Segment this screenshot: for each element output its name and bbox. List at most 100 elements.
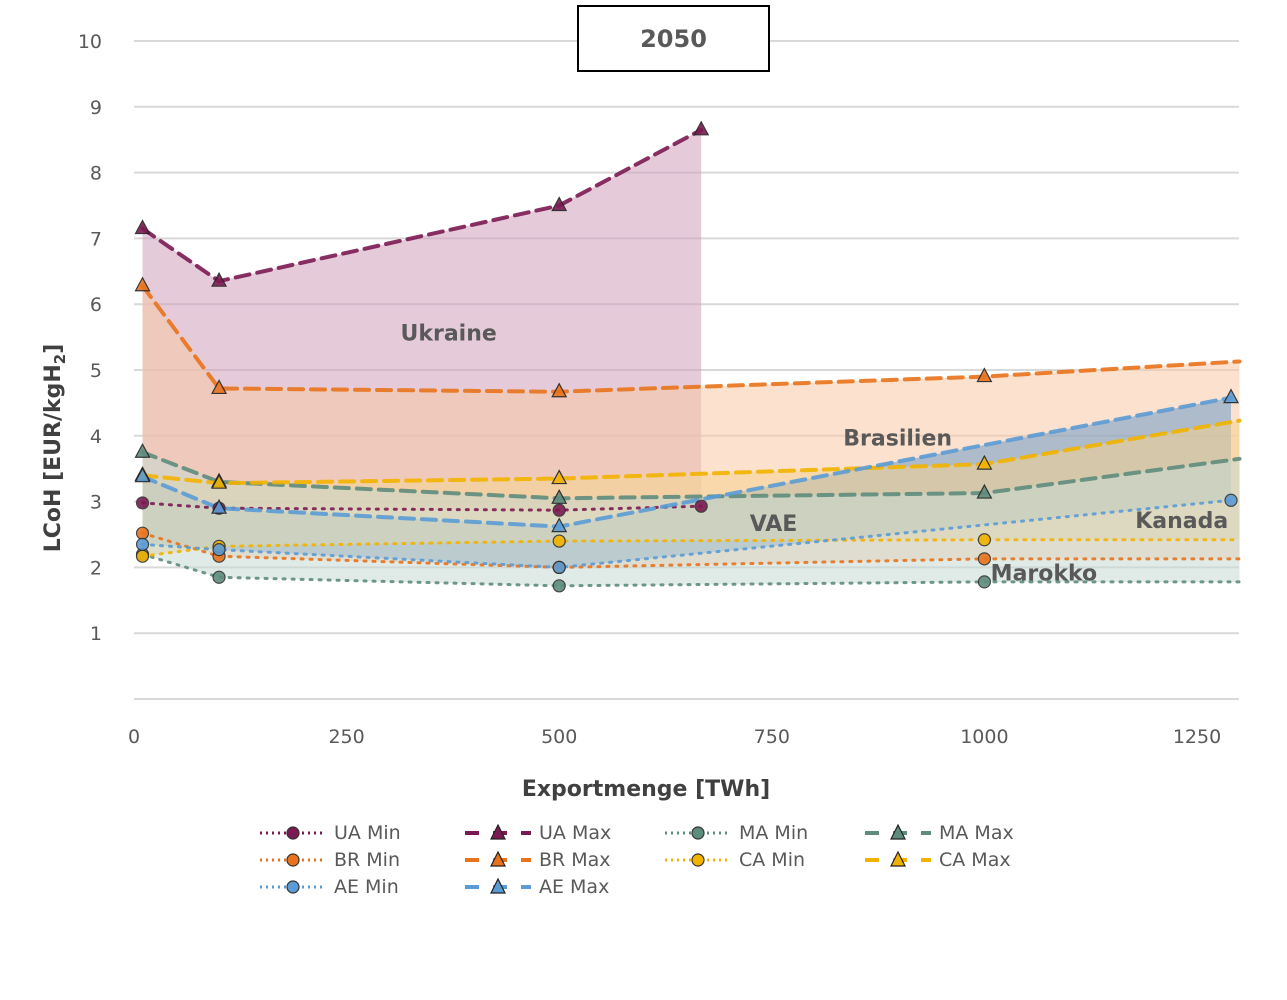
- marker-br-max: [551, 382, 568, 398]
- region-label-brasilien: Brasilien: [843, 427, 952, 452]
- series-line-ua-min: [141, 501, 703, 512]
- y-tick-label: 5: [90, 360, 102, 382]
- x-axis-title: Exportmenge [TWh]: [522, 777, 770, 802]
- x-tick-label: 1000: [960, 726, 1008, 748]
- x-tick-label: 250: [328, 726, 364, 748]
- legend-circle-line-icon: [260, 880, 326, 894]
- region-label-kanada: Kanada: [1135, 509, 1228, 534]
- marker-ae-max: [551, 517, 568, 533]
- marker-br-max: [134, 276, 151, 292]
- y-tick-label: 3: [90, 492, 102, 514]
- marker-ua-max: [211, 271, 228, 287]
- y-tick-label: 2: [90, 557, 102, 579]
- y-tick-label: 10: [78, 31, 102, 53]
- legend-label: UA Min: [334, 822, 401, 844]
- marker-br-max: [976, 367, 993, 383]
- series-line-ae-max: [140, 395, 1234, 529]
- band-fills: [142, 129, 1240, 586]
- marker-ca-max: [211, 473, 228, 489]
- y-tick-label: 4: [90, 426, 102, 448]
- y-tick-label: 9: [90, 97, 102, 119]
- chart-title: 2050: [577, 5, 770, 72]
- marker-ua-min: [694, 499, 708, 513]
- marker-ae-min: [1224, 493, 1238, 507]
- series-line-ma-min: [141, 552, 1242, 588]
- legend-item: UA Max: [463, 820, 611, 846]
- legend-item: BR Max: [463, 847, 611, 873]
- legend-circle-line-icon: [665, 826, 731, 840]
- marker-ae-max: [134, 467, 151, 483]
- series-markers: [134, 120, 1240, 593]
- region-label-vae: VAE: [750, 512, 798, 537]
- legend-triangle-line-icon: [865, 823, 931, 840]
- marker-ca-max: [551, 469, 568, 485]
- y-tick-label: 8: [90, 163, 102, 185]
- marker-ma-min: [212, 570, 226, 584]
- marker-ma-min: [977, 575, 992, 589]
- y-axis-title-main: LCoH [EUR/kgH: [41, 364, 66, 552]
- legend-label: AE Min: [334, 876, 399, 898]
- y-tick-label: 7: [90, 228, 102, 250]
- legend-item: AE Min: [258, 874, 399, 900]
- marker-ua-min: [552, 503, 566, 517]
- x-tick-label: 750: [754, 726, 790, 748]
- legend-item: AE Max: [463, 874, 609, 900]
- x-tick-label: 0: [128, 726, 140, 748]
- y-tick-label: 6: [90, 294, 102, 316]
- region-label-marokko: Marokko: [991, 562, 1098, 587]
- legend-item: MA Max: [863, 820, 1014, 846]
- legend-triangle-line-icon: [465, 823, 531, 840]
- legend-circle-line-icon: [665, 853, 731, 867]
- marker-br-min: [135, 526, 150, 540]
- y-axis-title-sub: 2: [51, 354, 69, 364]
- marker-ma-max: [134, 442, 151, 458]
- marker-ae-max: [211, 498, 228, 514]
- legend-item: CA Max: [863, 847, 1011, 873]
- legend-label: AE Max: [539, 876, 610, 898]
- series-line-ua-max: [140, 127, 704, 284]
- marker-ca-min: [977, 533, 992, 547]
- marker-ae-max: [1223, 388, 1240, 404]
- legend-item: MA Min: [663, 820, 808, 846]
- legend-triangle-line-icon: [865, 850, 931, 867]
- legend-item: BR Min: [258, 847, 400, 873]
- series-line-ae-min: [141, 498, 1233, 569]
- marker-ae-min: [552, 560, 566, 575]
- marker-ca-min: [552, 534, 566, 548]
- y-axis-title: LCoH [EUR/kgH2]: [41, 344, 69, 553]
- x-tick-label: 500: [541, 726, 577, 748]
- legend-label: MA Min: [739, 822, 809, 844]
- x-tick-labels: 0 250 500 750 1000 1250: [128, 726, 1221, 748]
- band-marokko: [142, 452, 1240, 586]
- legend-label: CA Max: [939, 849, 1011, 871]
- marker-ma-min: [552, 579, 566, 593]
- legend-label: BR Min: [334, 849, 400, 871]
- marker-ua-min: [135, 496, 150, 510]
- legend-label: CA Min: [739, 849, 806, 871]
- legend-label: MA Max: [939, 822, 1014, 844]
- marker-br-min: [977, 552, 992, 566]
- legend-triangle-line-icon: [465, 850, 531, 867]
- marker-ua-max: [551, 196, 568, 212]
- legend-item: CA Min: [663, 847, 805, 873]
- legend-label: BR Max: [539, 849, 611, 871]
- marker-ca-min: [135, 549, 150, 563]
- marker-ae-min: [212, 543, 226, 557]
- region-labels: Ukraine Brasilien VAE Kanada Marokko: [400, 321, 1228, 586]
- marker-ma-max: [551, 489, 568, 504]
- region-label-ukraine: Ukraine: [400, 321, 496, 346]
- y-tick-label: 1: [90, 623, 102, 645]
- legend-triangle-line-icon: [465, 877, 531, 894]
- series-line-br-min: [141, 531, 1242, 569]
- marker-ua-max: [693, 120, 710, 136]
- legend-item: UA Min: [258, 820, 401, 846]
- marker-ua-max: [134, 219, 151, 235]
- marker-ae-min: [135, 537, 150, 551]
- marker-ca-max: [976, 454, 993, 470]
- y-axis-title-close: ]: [41, 344, 66, 354]
- marker-ma-max: [976, 483, 993, 499]
- marker-br-max: [211, 379, 228, 395]
- x-tick-label: 1250: [1173, 726, 1221, 748]
- y-tick-labels: 1 2 3 4 5 6 7 8 9 10: [78, 31, 102, 645]
